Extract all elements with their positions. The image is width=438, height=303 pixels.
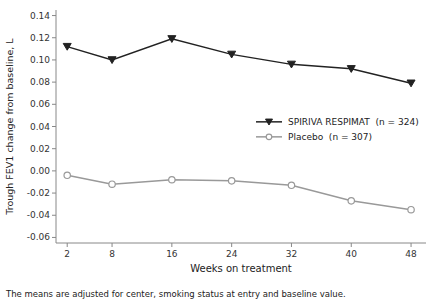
y-tick bbox=[52, 15, 56, 16]
series-marker bbox=[348, 198, 354, 204]
y-tick-label: 0.10 bbox=[30, 55, 50, 65]
series-marker bbox=[347, 66, 355, 73]
series-marker bbox=[228, 51, 236, 58]
footnote: The means are adjusted for center, smoki… bbox=[5, 289, 346, 299]
y-tick-label: 0.08 bbox=[30, 77, 50, 87]
x-tick-label: 32 bbox=[286, 249, 297, 259]
series-line bbox=[67, 39, 411, 83]
series-marker bbox=[109, 181, 115, 187]
y-tick bbox=[52, 82, 56, 83]
x-tick bbox=[351, 243, 352, 247]
legend-label: Placebo (n = 307) bbox=[288, 132, 372, 142]
series-marker bbox=[407, 80, 415, 87]
x-tick bbox=[112, 243, 113, 247]
y-tick-label: 0.00 bbox=[30, 166, 50, 176]
legend-label: SPIRIVA RESPIMAT (n = 324) bbox=[288, 117, 419, 127]
x-tick-label: 8 bbox=[109, 249, 115, 259]
y-tick-label: 0.06 bbox=[30, 99, 50, 109]
y-tick bbox=[52, 104, 56, 105]
y-tick bbox=[52, 37, 56, 38]
y-tick bbox=[52, 170, 56, 171]
legend-marker bbox=[266, 119, 273, 125]
x-tick bbox=[231, 243, 232, 247]
y-tick bbox=[52, 237, 56, 238]
y-tick-label: -0.06 bbox=[27, 232, 51, 242]
y-tick-label: 0.04 bbox=[30, 122, 50, 132]
series-marker bbox=[168, 36, 176, 43]
x-tick-label: 40 bbox=[346, 249, 358, 259]
x-tick-label: 2 bbox=[64, 249, 70, 259]
series-line bbox=[67, 175, 411, 209]
series-marker bbox=[288, 182, 294, 188]
y-tick bbox=[52, 126, 56, 127]
y-tick-label: 0.12 bbox=[30, 33, 50, 43]
y-tick-label: -0.04 bbox=[27, 210, 51, 220]
x-tick-label: 48 bbox=[405, 249, 417, 259]
series-marker bbox=[228, 178, 234, 184]
x-tick-label: 24 bbox=[226, 249, 238, 259]
x-tick bbox=[67, 243, 68, 247]
x-axis-line bbox=[56, 243, 426, 244]
series-marker bbox=[108, 57, 116, 64]
x-tick-label: 16 bbox=[166, 249, 178, 259]
legend: SPIRIVA RESPIMAT (n = 324) Placebo (n = 3… bbox=[256, 117, 419, 142]
y-tick bbox=[52, 148, 56, 149]
x-tick bbox=[171, 243, 172, 247]
series-marker bbox=[287, 61, 295, 68]
legend-marker bbox=[266, 134, 272, 140]
y-tick-label: 0.02 bbox=[30, 144, 50, 154]
x-axis-label: Weeks on treatment bbox=[190, 263, 292, 274]
y-axis-label: Trough FEV1 change from baseline, L bbox=[4, 38, 15, 216]
series-marker bbox=[64, 172, 70, 178]
y-tick-label: 0.14 bbox=[30, 11, 50, 21]
series-marker bbox=[63, 43, 71, 50]
series-marker bbox=[408, 207, 414, 213]
y-tick bbox=[52, 59, 56, 60]
y-tick bbox=[52, 215, 56, 216]
series-marker bbox=[169, 177, 175, 183]
x-tick bbox=[411, 243, 412, 247]
chart: -0.06 -0.04 -0.02 0.00 0.02 0.04 0.06 0.08 0.10 0… bbox=[0, 0, 438, 303]
x-tick bbox=[291, 243, 292, 247]
y-tick bbox=[52, 193, 56, 194]
y-tick-label: -0.02 bbox=[27, 188, 50, 198]
